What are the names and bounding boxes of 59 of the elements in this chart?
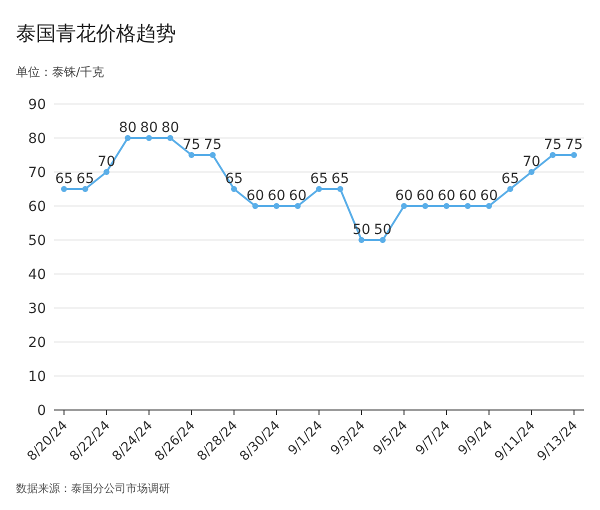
data-label: 60 [416,188,434,204]
y-tick-label: 60 [28,199,46,215]
data-label: 60 [288,188,307,204]
point [104,169,110,175]
point [316,186,322,192]
point [337,186,344,192]
data-label: 65 [76,171,94,187]
data-label: 65 [55,171,73,187]
data-label: 60 [480,188,498,204]
y-tick-label: 90 [28,97,46,113]
data-label: 80 [118,120,137,136]
data-label: 70 [522,154,540,170]
data-label: 60 [395,188,413,204]
y-tick-label: 80 [28,131,46,147]
point [464,203,471,209]
data-label: 75 [544,137,562,153]
point [422,203,428,209]
point [274,203,280,209]
y-tick-label: 20 [28,335,46,351]
data-label: 65 [331,171,350,187]
y-tick-label: 0 [37,403,46,419]
source-note: 数据来源：泰国分公司市场调研 [16,482,170,495]
point [188,152,194,158]
point [571,152,577,158]
data-label: 75 [565,137,583,153]
chart-title: 泰国青花价格趋势 [16,21,176,45]
data-label: 65 [310,171,328,187]
point [82,186,88,192]
point [507,186,514,192]
y-axis-title: 单位：泰铢/千克 [16,65,104,79]
data-label: 65 [501,171,520,187]
point [380,237,386,243]
point [252,203,258,209]
point [401,203,407,209]
data-label: 60 [438,188,456,204]
y-tick-label: 30 [28,301,46,317]
point [231,186,237,192]
data-label: 60 [246,188,264,204]
data-label: 75 [182,137,200,153]
point [61,186,67,192]
point [528,169,534,175]
point [294,203,301,209]
point [146,135,152,141]
y-tick-label: 40 [28,267,46,283]
point [210,152,216,158]
point [358,237,364,243]
data-label: 80 [161,120,180,136]
point [550,152,556,158]
y-tick-label: 10 [28,369,46,385]
point [444,203,450,209]
data-label: 80 [140,120,158,136]
point [167,135,174,141]
y-tick-label: 50 [28,233,46,249]
point [486,203,492,209]
data-label: 60 [268,188,286,204]
point [124,135,131,141]
y-tick-label: 70 [28,165,46,181]
data-label: 75 [204,137,222,153]
data-label: 60 [458,188,477,204]
